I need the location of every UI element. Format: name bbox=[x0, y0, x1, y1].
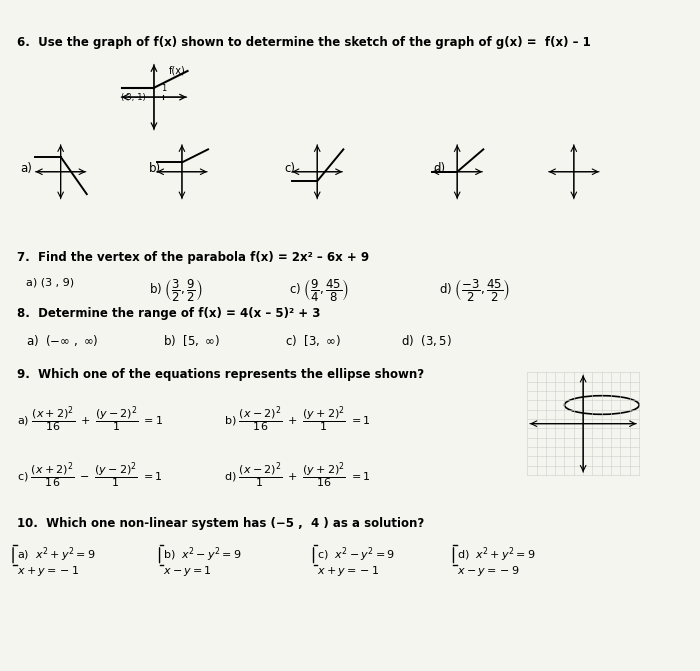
Text: a)  $(-\infty\ ,\ \infty)$: a) $(-\infty\ ,\ \infty)$ bbox=[26, 333, 99, 348]
Text: 1: 1 bbox=[161, 85, 166, 93]
Text: 7.  Find the vertex of the parabola f(x) = 2x² – 6x + 9: 7. Find the vertex of the parabola f(x) … bbox=[17, 251, 369, 264]
Text: b)  $x^2 - y^2 = 9$: b) $x^2 - y^2 = 9$ bbox=[163, 545, 242, 564]
Text: $x + y = -1$: $x + y = -1$ bbox=[317, 564, 379, 578]
Text: d)  $(3,5)$: d) $(3,5)$ bbox=[401, 333, 452, 348]
Text: a)  $x^2 + y^2 = 9$: a) $x^2 + y^2 = 9$ bbox=[17, 545, 95, 564]
Text: a): a) bbox=[20, 162, 32, 175]
Text: 10.  Which one non-linear system has (−5 ,  4 ) as a solution?: 10. Which one non-linear system has (−5 … bbox=[17, 517, 424, 530]
Text: b) $\dfrac{(x-2)^2}{16}\ +\ \dfrac{(y+2)^2}{1}\ =1$: b) $\dfrac{(x-2)^2}{16}\ +\ \dfrac{(y+2)… bbox=[224, 405, 370, 435]
Text: (-3,-1): (-3,-1) bbox=[120, 93, 146, 103]
Text: 9.  Which one of the equations represents the ellipse shown?: 9. Which one of the equations represents… bbox=[17, 368, 424, 380]
Text: 8.  Determine the range of f(x) = 4(x – 5)² + 3: 8. Determine the range of f(x) = 4(x – 5… bbox=[17, 307, 320, 320]
Text: a) $\dfrac{(x+2)^2}{16}\ +\ \dfrac{(y-2)^2}{1}\ =1$: a) $\dfrac{(x+2)^2}{16}\ +\ \dfrac{(y-2)… bbox=[17, 405, 163, 435]
Text: c) $\left(\dfrac{9}{4},\dfrac{45}{8}\right)$: c) $\left(\dfrac{9}{4},\dfrac{45}{8}\rig… bbox=[289, 277, 349, 303]
Text: 6.  Use the graph of f(x) shown to determine the sketch of the graph of g(x) =  : 6. Use the graph of f(x) shown to determ… bbox=[17, 36, 591, 48]
Text: d): d) bbox=[434, 162, 446, 175]
Text: $x - y = 1$: $x - y = 1$ bbox=[163, 564, 212, 578]
Text: c)  $x^2 - y^2 = 9$: c) $x^2 - y^2 = 9$ bbox=[317, 545, 395, 564]
Text: d)  $x^2 + y^2 = 9$: d) $x^2 + y^2 = 9$ bbox=[457, 545, 536, 564]
Text: c) $\dfrac{(x+2)^2}{16}\ -\ \dfrac{(y-2)^2}{1}\ =1$: c) $\dfrac{(x+2)^2}{16}\ -\ \dfrac{(y-2)… bbox=[17, 461, 162, 491]
Text: c): c) bbox=[285, 162, 295, 175]
Text: b)  $[5,\ \infty)$: b) $[5,\ \infty)$ bbox=[163, 333, 220, 348]
Text: b): b) bbox=[149, 162, 162, 175]
Text: b) $\left(\dfrac{3}{2},\dfrac{9}{2}\right)$: b) $\left(\dfrac{3}{2},\dfrac{9}{2}\righ… bbox=[149, 277, 203, 303]
Text: d) $\dfrac{(x-2)^2}{1}\ +\ \dfrac{(y+2)^2}{16}\ =1$: d) $\dfrac{(x-2)^2}{1}\ +\ \dfrac{(y+2)^… bbox=[224, 461, 370, 491]
Text: $x + y = -1$: $x + y = -1$ bbox=[17, 564, 79, 578]
Text: a) (3 , 9): a) (3 , 9) bbox=[26, 277, 74, 287]
Text: c)  $[3,\ \infty)$: c) $[3,\ \infty)$ bbox=[285, 333, 340, 348]
Text: d) $\left(\dfrac{-3}{2},\dfrac{45}{2}\right)$: d) $\left(\dfrac{-3}{2},\dfrac{45}{2}\ri… bbox=[438, 277, 510, 303]
Text: $x - y = -9$: $x - y = -9$ bbox=[457, 564, 520, 578]
Text: f(x): f(x) bbox=[169, 65, 186, 75]
